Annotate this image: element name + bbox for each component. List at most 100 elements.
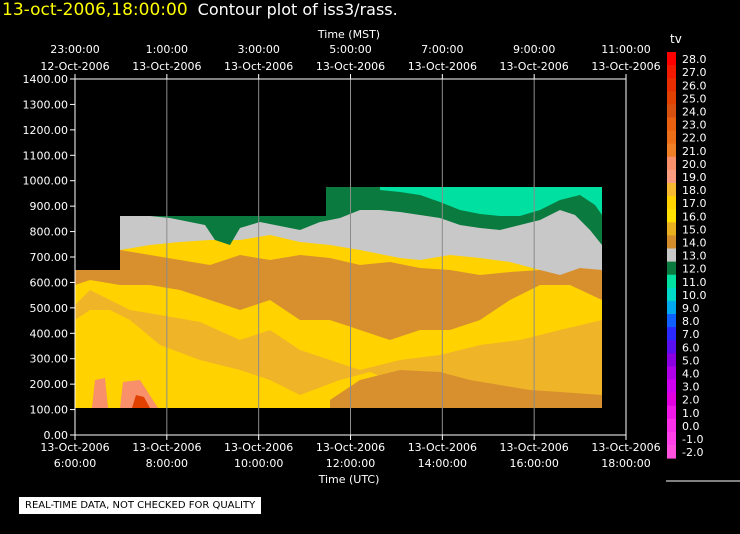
legend-title: tv [670,32,682,46]
legend-level-label: 13.0 [682,250,707,263]
legend-swatch [667,183,676,197]
legend-swatch [667,353,676,367]
x-bottom-tick-time: 10:00:00 [234,457,283,470]
legend-swatch [667,91,676,105]
legend-level-label: 7.0 [682,328,700,341]
x-bottom-tick-date: 13-Oct-2006 [132,441,201,454]
legend-level-label: 5.0 [682,354,700,367]
legend-swatch [667,78,676,92]
legend-level-label: 4.0 [682,368,700,381]
x-top-tick-time: 7:00:00 [421,43,463,56]
legend-level-label: 21.0 [682,145,707,158]
y-tick-label: 700.00 [30,251,69,264]
x-top-tick-time: 11:00:00 [601,43,650,56]
legend-swatch [667,261,676,276]
quality-warning: REAL-TIME DATA, NOT CHECKED FOR QUALITY [18,496,263,515]
legend-swatch [667,405,676,420]
legend-level-label: 12.0 [682,263,707,276]
legend-swatch [667,327,676,341]
x-top-tick-date: 13-Oct-2006 [591,60,660,73]
x-bottom-tick-date: 13-Oct-2006 [224,441,293,454]
legend-level-label: 1.0 [682,407,700,420]
legend-swatch [667,169,676,184]
legend-level-label: 9.0 [682,302,700,315]
legend-level-label: -1.0 [682,433,703,446]
legend-swatch [667,379,676,394]
legend-swatch [667,156,676,171]
x-top-tick-date: 13-Oct-2006 [224,60,293,73]
x-top-tick-time: 1:00:00 [146,43,188,56]
legend-swatch [667,130,676,145]
legend-level-label: 0.0 [682,420,700,433]
y-tick-label: 800.00 [30,226,69,239]
legend-level-label: 19.0 [682,171,707,184]
legend-swatch [667,235,676,249]
y-tick-label: 1300.00 [23,98,69,111]
contour-hotspot-20 [120,380,158,408]
legend-swatch [667,445,676,459]
y-tick-label: 1400.00 [23,73,69,86]
contour-band-15 [75,250,602,340]
legend-swatch [667,209,676,223]
x-bottom-axis-label: Time (UTC) [318,473,380,486]
contour-hotspot-19 [92,378,108,408]
legend-level-label: -2.0 [682,446,703,459]
y-tick-label: 1100.00 [23,149,69,162]
x-top-tick-time: 3:00:00 [237,43,279,56]
legend-level-label: 23.0 [682,119,707,132]
x-tick-labels: 13-Oct-2006 6:00:00 23:00:00 12-Oct-2006 13-… [40,43,660,470]
x-bottom-tick-date: 13-Oct-2006 [40,441,109,454]
y-tick-label: 100.00 [30,404,69,417]
grid-lines [166,79,535,435]
x-bottom-tick-time: 6:00:00 [54,457,96,470]
chart-title: 13-oct-2006,18:00:00 Contour plot of iss3… [2,0,398,24]
x-top-tick-time: 23:00:00 [50,43,99,56]
legend-level-label: 28.0 [682,53,707,66]
x-top-tick-date: 13-Oct-2006 [408,60,477,73]
legend-level-label: 20.0 [682,158,707,171]
legend-swatch [667,196,676,210]
legend-swatch [667,287,676,302]
legend-level-label: 15.0 [682,223,707,236]
legend-level-label: 2.0 [682,394,700,407]
legend-swatch [667,222,676,236]
legend-swatch [667,274,676,289]
x-top-tick-date: 13-Oct-2006 [316,60,385,73]
y-tick-label: 0.00 [44,429,69,442]
y-tick-label: 400.00 [30,327,69,340]
legend-swatch [667,366,676,380]
x-bottom-tick-time: 8:00:00 [146,457,188,470]
legend-swatch [667,392,676,407]
legend-level-label: 17.0 [682,197,707,210]
contour-band-11 [380,187,602,216]
legend-level-label: 22.0 [682,132,707,145]
color-legend: tv 28.027.026.025.024.023.022.021.020.01… [666,32,740,482]
x-top-tick-date: 12-Oct-2006 [40,60,109,73]
x-top-tick-time: 5:00:00 [329,43,371,56]
contour-fill [75,187,602,408]
x-top-axis-label: Time (MST) [317,28,380,41]
legend-level-label: 10.0 [682,289,707,302]
legend-level-label: 8.0 [682,315,700,328]
contour-band-17 [75,290,602,408]
x-bottom-tick-time: 14:00:00 [418,457,467,470]
legend-swatch [667,143,676,158]
y-tick-labels: 0.00 100.00 200.00 300.00 400.00 500.00 600.00… [23,73,75,442]
x-bottom-tick-time: 12:00:00 [326,457,375,470]
x-top-tick-time: 9:00:00 [513,43,555,56]
y-tick-label: 500.00 [30,302,69,315]
legend-swatch [667,431,676,446]
x-bottom-tick-date: 13-Oct-2006 [316,441,385,454]
legend-swatch [667,314,676,328]
x-bottom-tick-date: 13-Oct-2006 [500,441,569,454]
legend-level-label: 25.0 [682,92,707,105]
legend-swatch [667,248,676,263]
legend-level-label: 11.0 [682,276,707,289]
title-text: Contour plot of iss3/rass. [197,0,398,19]
x-bottom-tick-time: 16:00:00 [509,457,558,470]
y-tick-label: 900.00 [30,200,69,213]
legend-swatch [667,300,676,315]
legend-swatch [667,65,676,79]
legend-level-label: 6.0 [682,341,700,354]
